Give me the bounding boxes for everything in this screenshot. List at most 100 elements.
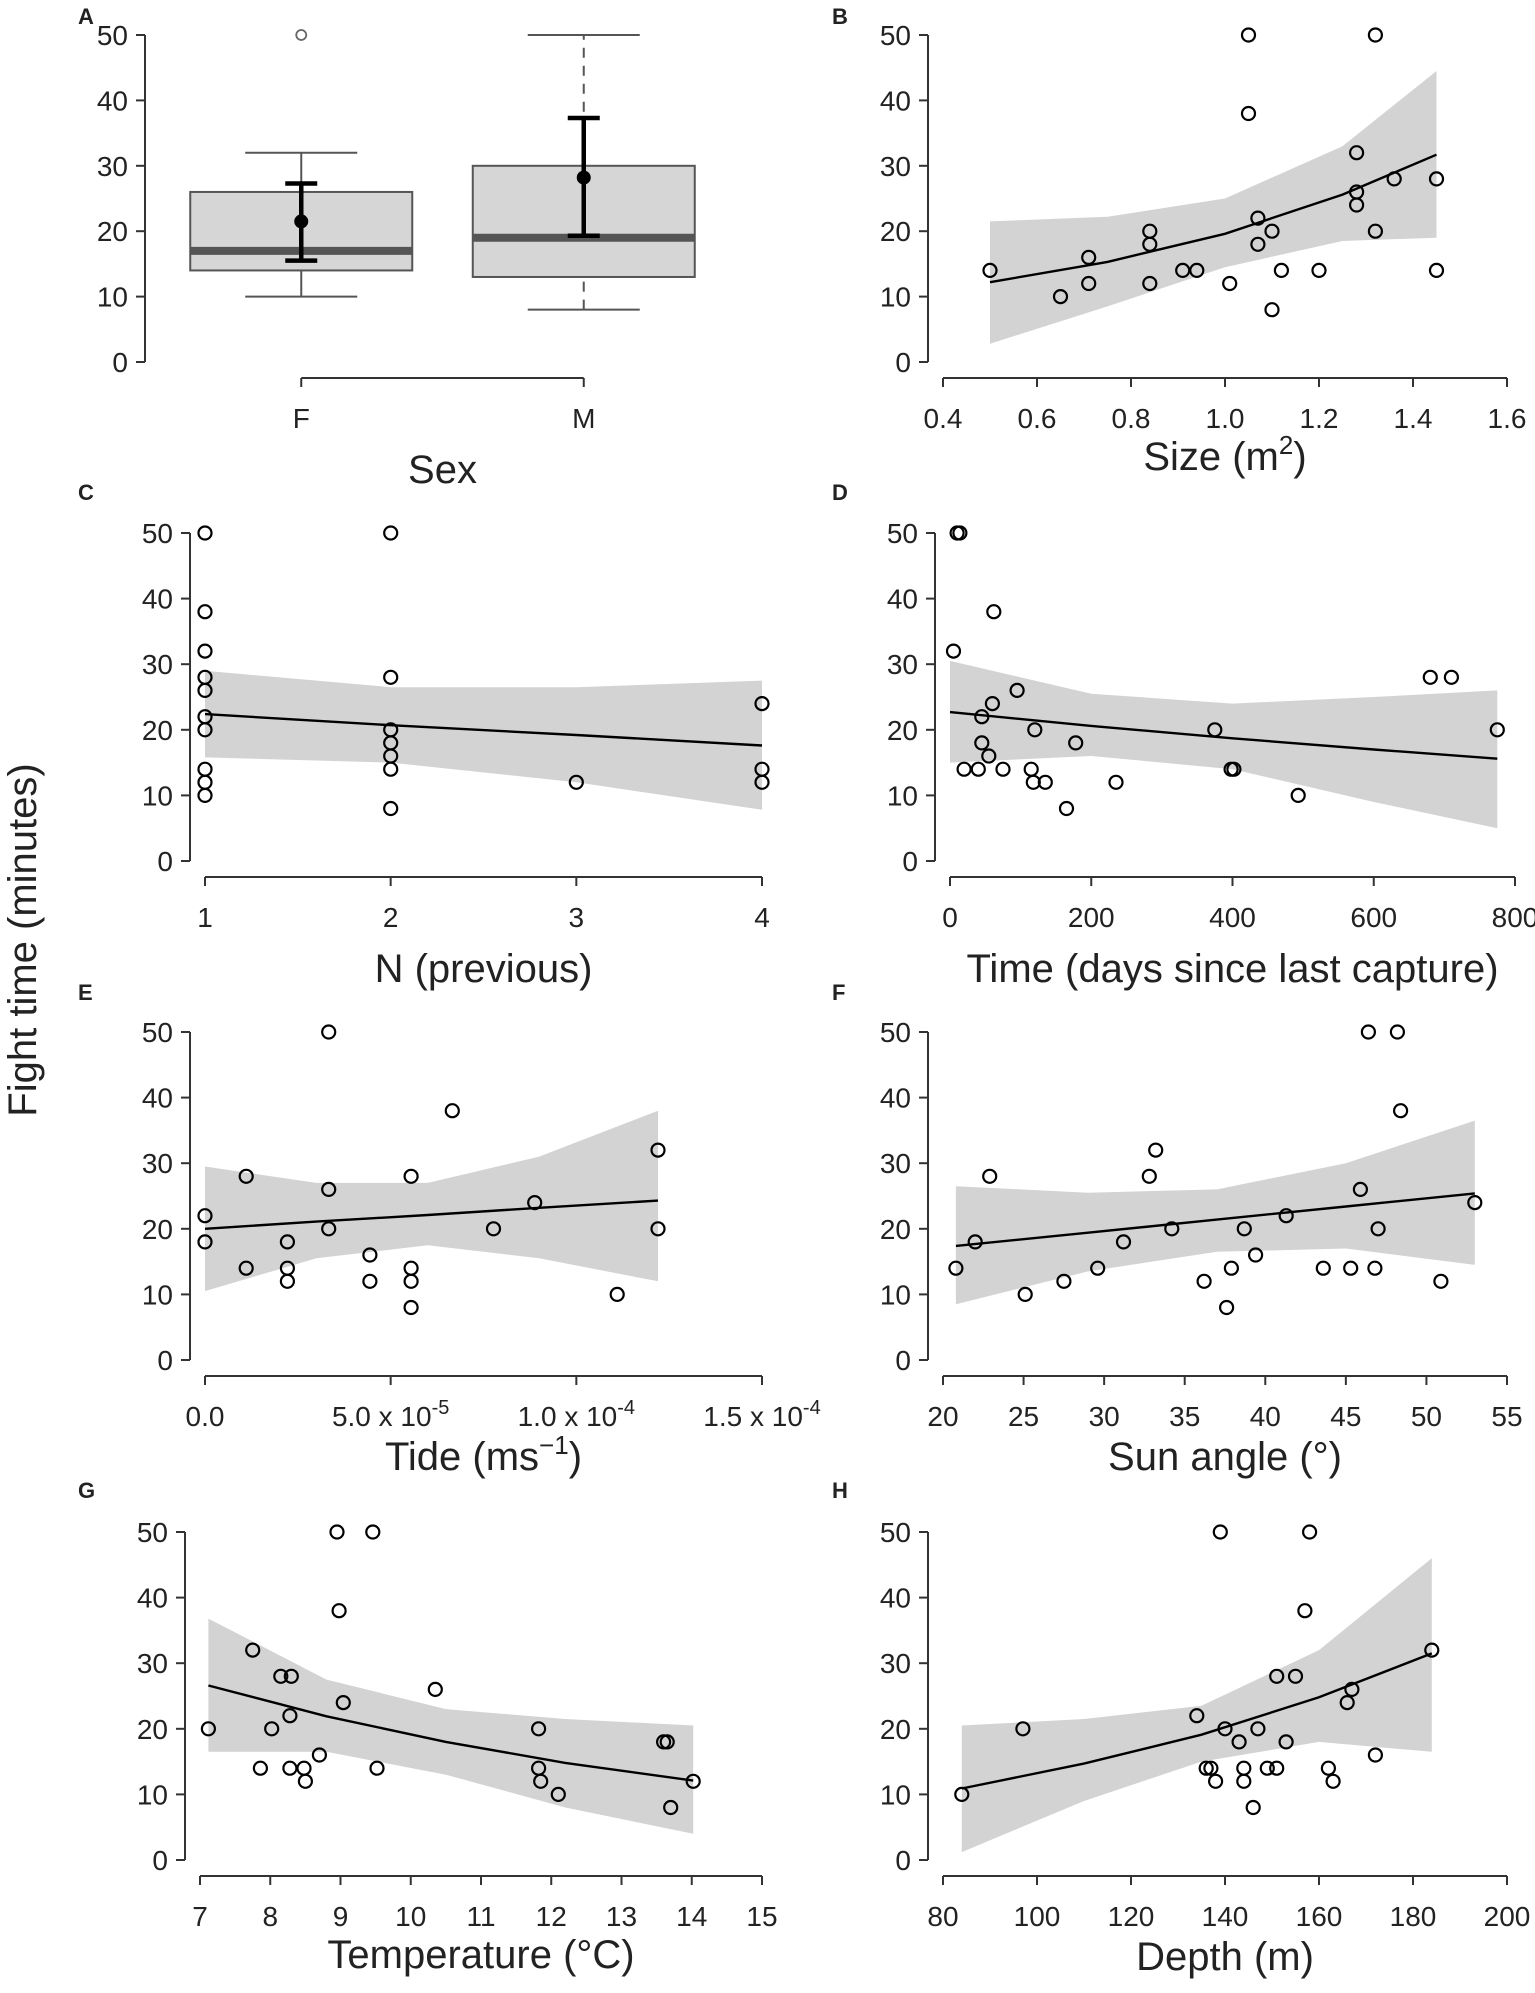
- data-point: [1189, 262, 1205, 278]
- y-tick-label: 40: [142, 584, 173, 615]
- data-point: [365, 1524, 381, 1540]
- fit-line: [204, 712, 763, 747]
- data-point: [754, 774, 770, 790]
- x-axis-title-end: ): [569, 1435, 582, 1479]
- fit-line: [961, 1652, 1433, 1790]
- box-f: [189, 29, 414, 298]
- data-point: [1236, 1760, 1252, 1776]
- x-tick-label: 200: [1484, 1901, 1531, 1932]
- x-axis-title: Sex: [408, 448, 477, 492]
- data-point: [533, 1773, 549, 1789]
- data-point: [1164, 1221, 1180, 1237]
- data-point: [197, 761, 213, 777]
- data-point: [1287, 1668, 1304, 1684]
- fit-line: [955, 1192, 1475, 1248]
- x-tick-label: 13: [606, 1901, 637, 1932]
- data-point: [1278, 1734, 1294, 1750]
- panel-letter: G: [78, 1478, 95, 1503]
- confidence-band: [208, 1618, 694, 1834]
- panel-letter: F: [832, 980, 845, 1005]
- fit-line: [949, 710, 1498, 760]
- x-axis-title-text: Tide (ms: [385, 1435, 539, 1479]
- data-point: [967, 1234, 983, 1250]
- data-point: [1348, 197, 1365, 213]
- x-tick-label: 15: [746, 1901, 777, 1932]
- x-tick-label: 0.0: [186, 1401, 225, 1432]
- y-tick-label: 10: [880, 1779, 911, 1810]
- x-axis-title: Tide (ms−1): [385, 1430, 582, 1479]
- data-point: [362, 1247, 378, 1263]
- data-point: [982, 1168, 998, 1184]
- data-point: [1367, 223, 1384, 239]
- y-tick-label: 50: [142, 518, 173, 549]
- x-tick-label-text: 9: [333, 1901, 349, 1932]
- y-tick-label: 50: [880, 1517, 911, 1548]
- x-axis-title-text: Depth (m): [1136, 1935, 1314, 1979]
- axes: 0 10 20 30 40 50 80 100 120 140 160 180 200: [880, 1517, 1531, 1932]
- panel-letter: A: [78, 4, 94, 29]
- confidence-band: [955, 1120, 1475, 1305]
- y-tick-label: 30: [887, 649, 918, 680]
- data-point: [650, 1142, 666, 1158]
- x-tick-label: 40: [1250, 1401, 1281, 1432]
- data-point: [279, 1273, 295, 1289]
- data-point: [981, 748, 997, 764]
- x-tick-label-text: 50: [1411, 1401, 1442, 1432]
- x-tick-label: 1.6: [1488, 403, 1527, 434]
- y-tick-label: 40: [887, 584, 918, 615]
- y-tick-label: 40: [880, 85, 911, 116]
- x-tick-label: 1.0 x 10-4: [518, 1397, 635, 1432]
- data-point: [296, 1760, 312, 1776]
- y-tick-label: 0: [157, 846, 173, 877]
- data-point: [1141, 1168, 1157, 1184]
- y-tick-label: 20: [880, 216, 911, 247]
- x-tick-label: 2: [383, 902, 399, 933]
- data-point: [1017, 1286, 1033, 1303]
- data-point: [1108, 774, 1124, 790]
- x-tick-label-text: 14: [676, 1901, 707, 1932]
- x-tick-label-text: 200: [1068, 902, 1115, 933]
- x-tick-label-text: 11: [466, 1901, 495, 1932]
- x-tick-label: 140: [1202, 1901, 1249, 1932]
- y-tick-label: 30: [880, 151, 911, 182]
- data-point: [1311, 262, 1327, 278]
- y-tick-label: 50: [137, 1517, 168, 1548]
- y-tick-label: 0: [895, 1345, 911, 1376]
- x-tick-label-text: 140: [1202, 1901, 1249, 1932]
- x-tick-label-text: 100: [1014, 1901, 1061, 1932]
- x-tick-label: 1.0: [1206, 403, 1245, 434]
- data-point: [1148, 1142, 1164, 1158]
- data-point: [335, 1694, 351, 1711]
- data-point: [1370, 1221, 1386, 1237]
- data-point: [1068, 735, 1084, 751]
- data-point: [1367, 1260, 1383, 1276]
- panel-letter: E: [78, 980, 93, 1005]
- fit-line: [989, 153, 1437, 284]
- x-axis-title: Time (days since last capture): [966, 947, 1498, 991]
- x-tick-label: F: [293, 403, 310, 434]
- x-tick-label: 200: [1068, 902, 1115, 933]
- data-point: [1037, 774, 1053, 790]
- global-y-axis-label: Fight time (minutes): [1, 763, 45, 1116]
- data-point: [197, 722, 213, 738]
- data-point: [1259, 1760, 1275, 1776]
- data-point: [956, 761, 972, 777]
- data-point: [1218, 1299, 1235, 1316]
- x-tick-label: 11: [466, 1901, 495, 1932]
- x-tick-label: 100: [1014, 1901, 1061, 1932]
- y-tick-label: 0: [895, 1845, 911, 1876]
- data-point: [1052, 289, 1069, 305]
- data-point: [200, 1721, 216, 1737]
- y-tick-label: 40: [880, 1583, 911, 1614]
- x-axis-title-text: Size (m: [1143, 435, 1279, 479]
- data-point: [1367, 27, 1384, 43]
- mean-point: [294, 214, 309, 229]
- axes: 0 10 20 30 40 50 1 2 3 4: [142, 518, 770, 933]
- x-tick-label-text: 0.6: [1018, 403, 1057, 434]
- data-points: [945, 525, 1505, 817]
- y-tick-label: 20: [887, 715, 918, 746]
- data-point: [238, 1168, 254, 1184]
- data-point: [659, 1734, 675, 1750]
- y-tick-label: 10: [142, 1279, 173, 1310]
